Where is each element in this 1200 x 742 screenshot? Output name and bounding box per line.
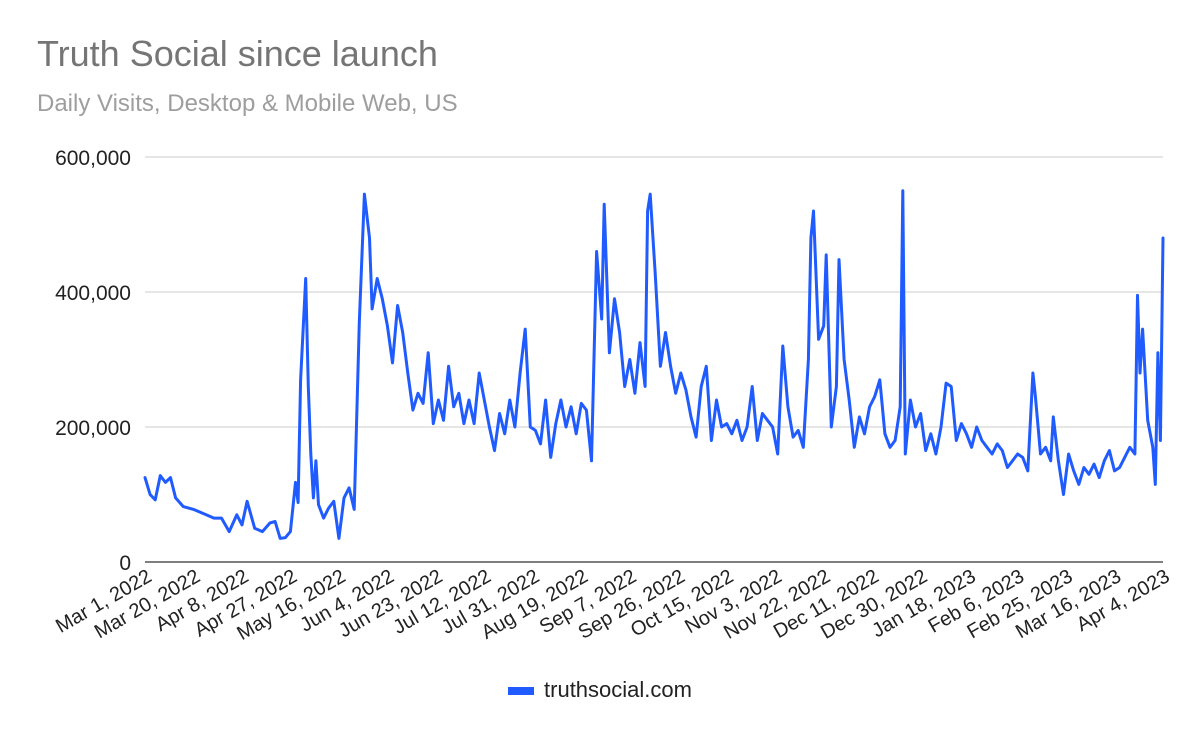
series-line (143, 189, 1165, 540)
chart-title: Truth Social since launch (37, 33, 438, 74)
legend-label: truthsocial.com (544, 677, 692, 702)
legend-swatch (508, 687, 535, 696)
y-tick-label: 400,000 (55, 282, 131, 305)
y-tick-label: 200,000 (55, 417, 131, 440)
chart-subtitle: Daily Visits, Desktop & Mobile Web, US (37, 90, 458, 117)
y-tick-label: 0 (119, 552, 131, 575)
y-tick-label: 600,000 (55, 147, 131, 170)
legend: truthsocial.com (0, 677, 1200, 703)
